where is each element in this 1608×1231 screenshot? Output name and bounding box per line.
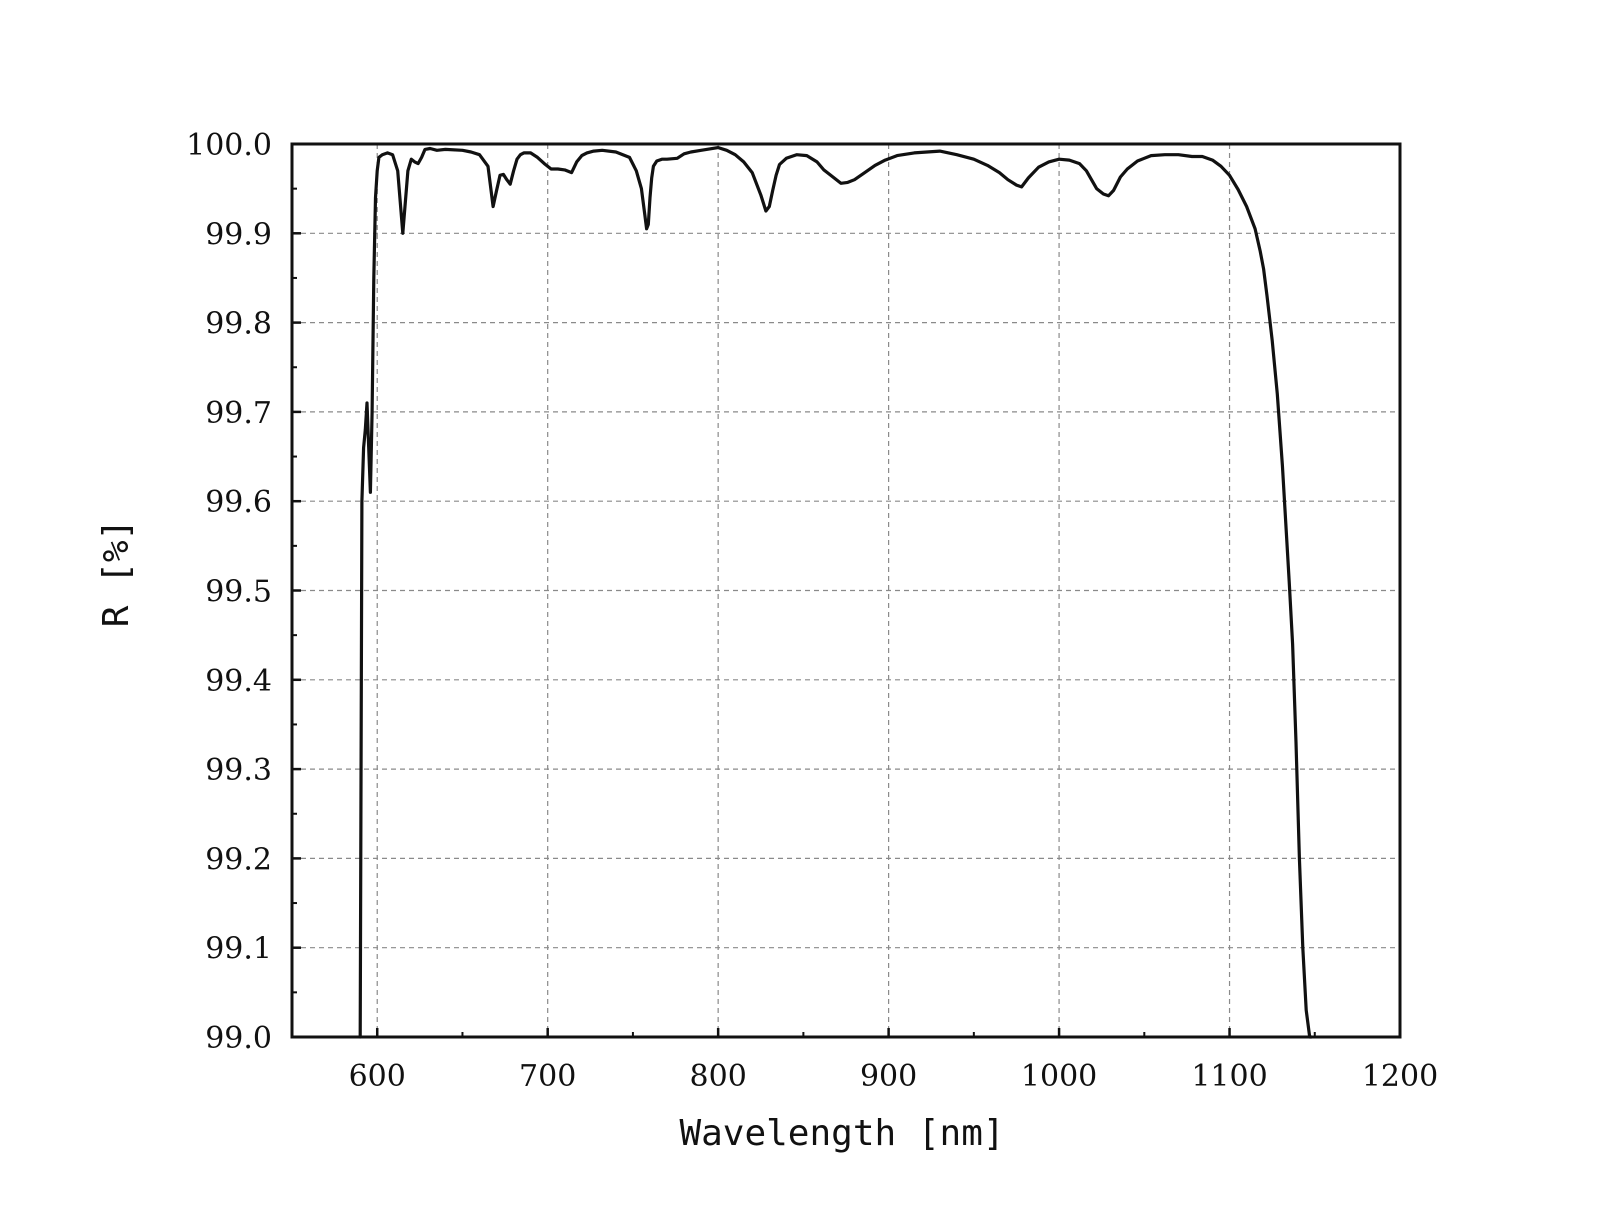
- grid-lines: [292, 144, 1400, 1037]
- x-tick-label: 900: [860, 1059, 917, 1094]
- y-tick-label: 99.0: [205, 1021, 272, 1056]
- y-tick-label: 99.4: [205, 664, 272, 699]
- y-tick-label: 99.1: [205, 932, 272, 967]
- y-tick-labels: 99.0 99.1 99.2 99.3 99.4 99.5 99.6 99.7 99.8 99.9…: [186, 128, 272, 1056]
- y-tick-label: 99.2: [205, 842, 272, 877]
- x-tick-label: 600: [349, 1059, 406, 1094]
- y-tick-label: 99.3: [205, 753, 272, 788]
- y-tick-label: 99.9: [205, 217, 272, 252]
- x-tick-label: 800: [690, 1059, 747, 1094]
- x-tick-label: 700: [519, 1059, 576, 1094]
- y-tick-label: 100.0: [186, 128, 272, 163]
- series-layer: [358, 146, 1314, 1039]
- y-tick-label: 99.5: [205, 575, 272, 610]
- x-tick-label: 1200: [1362, 1059, 1438, 1094]
- y-tick-label: 99.6: [205, 485, 272, 520]
- y-axis-title: R [%]: [96, 519, 137, 627]
- y-tick-label: 99.8: [205, 307, 272, 342]
- x-axis-title: Wavelength [nm]: [679, 1113, 1004, 1154]
- plot-frame: [290, 142, 1402, 1039]
- x-tick-labels: 600 700 800 900 1000 1100 1200: [349, 1059, 1439, 1094]
- minor-ticks: [292, 187, 1316, 1037]
- x-tick-label: 1100: [1191, 1059, 1267, 1094]
- reflectance-series-line: [358, 146, 1314, 1039]
- x-tick-label: 1000: [1021, 1059, 1097, 1094]
- y-tick-label: 99.7: [205, 396, 272, 431]
